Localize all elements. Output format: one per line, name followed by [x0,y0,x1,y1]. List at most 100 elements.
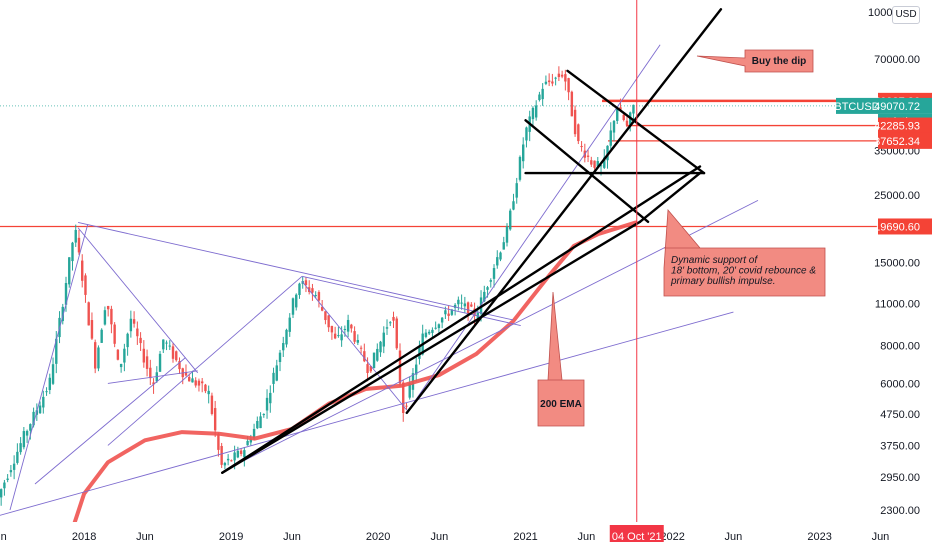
candle-body [609,130,612,146]
trendline-black[interactable] [566,69,706,175]
candle [525,126,528,148]
candle [265,389,269,419]
cursor-date-tag[interactable]: 04 Oct '21 [609,525,664,543]
candle [372,352,376,369]
candle-body [139,337,142,344]
trendline-purple[interactable] [77,227,199,374]
candle [126,332,129,356]
trendline-black[interactable] [221,165,702,474]
candle [509,208,512,231]
candle-body [363,351,366,362]
candle-body [19,443,22,453]
candle [90,312,94,340]
trendline-purple[interactable] [0,311,734,516]
price-level-badge [878,117,932,134]
candle-body [132,319,136,324]
candle [106,305,110,317]
candle [515,177,518,204]
candle-body [463,303,467,307]
annotation-bubble [696,49,814,73]
price-level-tag[interactable]: 19690.60 [874,218,932,235]
trendline-purple[interactable] [107,370,198,384]
candle-body [162,339,165,350]
time-tick-label: 2020 [366,531,390,543]
candle-body [298,283,301,295]
candle [427,329,431,336]
candle-body [168,345,171,347]
price-level-tag[interactable]: 42285.93 [874,117,932,134]
candle-body [460,302,463,304]
candle [512,193,515,211]
candle [194,377,197,388]
candle-body [184,372,188,376]
trendline-black[interactable] [524,119,650,224]
candle [275,359,278,382]
candle [6,474,9,483]
candle-body [97,347,100,369]
annotation-text: Dynamic support of [671,255,758,266]
candle-body [551,81,554,84]
annotation-buy-dip[interactable]: Buy the dip [696,49,814,73]
candle-body [453,304,457,308]
candle-body [311,288,314,293]
trendline-purple[interactable] [107,275,303,446]
candle-body [200,381,204,384]
candle-body [625,120,629,126]
candle-body [573,109,577,135]
candle [93,339,97,374]
trendline-purple[interactable] [301,281,408,411]
candle [119,363,123,373]
price-level-value: 42285.93 [874,121,920,133]
candle-body [188,377,191,382]
candle-body [259,416,262,429]
price-axis-bg[interactable] [878,0,932,550]
price-level-tag[interactable]: 37652.34 [874,132,932,149]
candle-body [32,411,35,426]
trendline-purple[interactable] [406,44,661,414]
candle-body [577,124,580,142]
trendline-black[interactable] [221,220,642,474]
candle-body [408,383,411,398]
candle-body [226,458,230,461]
candle-body [596,161,599,167]
candle-body [395,318,398,349]
candle-body [74,229,77,243]
time-axis-bg[interactable] [0,522,932,550]
trendline-purple[interactable] [301,275,521,326]
candle [496,250,499,269]
candle-body [418,346,421,359]
last-price-value: 49070.72 [874,101,920,113]
trendline-purple[interactable] [77,222,514,321]
candle-body [320,306,324,311]
trendline-purple[interactable] [34,357,186,485]
candle-body [486,287,489,290]
candle-body [93,342,97,369]
candle-body [580,145,583,148]
trendline-black[interactable] [638,171,702,224]
price-tick-label: 6000.00 [880,378,920,390]
annotation-ema[interactable]: 200 EMA [537,291,585,427]
price-tick-label: 70000.00 [874,54,920,66]
currency-badge[interactable]: USD [892,6,920,24]
candle [16,443,19,465]
candle [557,66,561,82]
trendline-purple[interactable] [9,224,89,511]
candle-body [207,390,210,395]
candle-body [343,329,347,331]
price-level-value: 37652.34 [874,136,920,148]
candle-body [359,347,363,349]
candle [295,293,298,311]
candle-body [175,351,178,361]
candle-body [554,77,557,79]
candle-body [61,306,64,322]
cursor-date-value: 04 Oct '21 [612,531,662,543]
candle [282,336,285,357]
candle-body [158,353,162,372]
candle-body [68,257,71,285]
candle-body [541,88,544,100]
trendline-black[interactable] [405,8,723,415]
